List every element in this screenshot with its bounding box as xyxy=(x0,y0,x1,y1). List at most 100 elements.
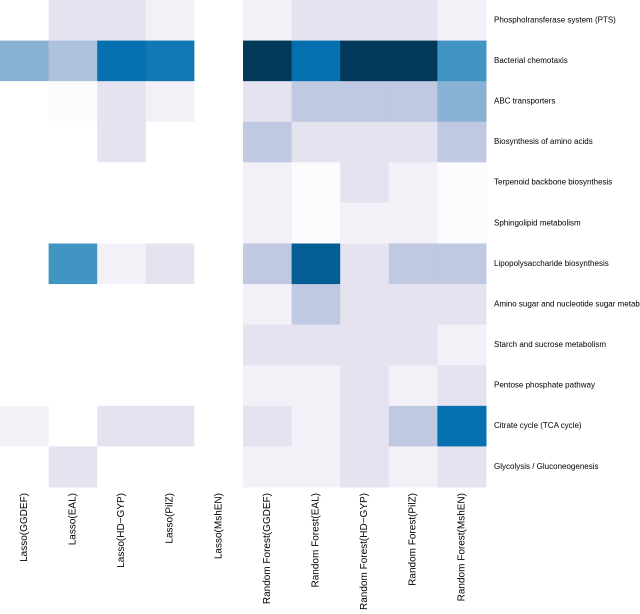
heatmap-cell xyxy=(48,81,98,123)
heatmap-cell xyxy=(0,324,50,366)
heatmap-cell xyxy=(291,365,341,407)
heatmap-cell xyxy=(388,446,438,488)
heatmap-cell xyxy=(243,324,293,366)
heatmap-cell xyxy=(48,243,98,285)
heatmap-cell xyxy=(388,121,438,163)
heatmap-cell xyxy=(340,162,390,204)
heatmap-cell xyxy=(243,121,293,163)
heatmap-cell xyxy=(145,40,195,82)
heatmap-cell xyxy=(340,81,390,123)
heatmap-cell xyxy=(48,162,98,204)
heatmap-cell xyxy=(437,446,487,488)
heatmap-cell xyxy=(0,365,50,407)
row-label: ABC transporters xyxy=(494,97,555,106)
heatmap-cell xyxy=(437,324,487,366)
heatmap-cell xyxy=(340,405,390,447)
heatmap-cell xyxy=(291,162,341,204)
heatmap-cell xyxy=(437,162,487,204)
heatmap-cell xyxy=(0,0,50,42)
heatmap-cell xyxy=(97,405,147,447)
heatmap-cell xyxy=(97,446,147,488)
heatmap-cell xyxy=(48,324,98,366)
heatmap-cell xyxy=(437,202,487,244)
heatmap-cell xyxy=(0,202,50,244)
heatmap-cell xyxy=(388,365,438,407)
heatmap-cell xyxy=(340,243,390,285)
heatmap-cell xyxy=(437,284,487,326)
column-label: Random Forest(PilZ) xyxy=(408,493,419,586)
heatmap-cell xyxy=(243,365,293,407)
heatmap-cell xyxy=(48,0,98,42)
heatmap-cell xyxy=(48,284,98,326)
row-label: Citrate cycle (TCA cycle) xyxy=(494,421,582,430)
column-label: Lasso(PilZ) xyxy=(165,493,176,544)
row-label: Glycolysis / Gluconeogenesis xyxy=(494,462,599,471)
row-label: Lipopolysaccharide biosynthesis xyxy=(494,259,609,268)
heatmap-cell xyxy=(291,202,341,244)
heatmap-cell xyxy=(243,446,293,488)
heatmap-cell xyxy=(0,243,50,285)
column-label: Random Forest(HD−GYP) xyxy=(359,493,370,610)
heatmap-cell xyxy=(145,162,195,204)
heatmap-cell xyxy=(145,202,195,244)
heatmap-cell xyxy=(97,162,147,204)
row-label: Biosynthesis of amino acids xyxy=(494,137,593,146)
heatmap-cell xyxy=(194,40,244,82)
heatmap-cell xyxy=(243,284,293,326)
heatmap-cell xyxy=(340,0,390,42)
heatmap-cell xyxy=(48,446,98,488)
heatmap-cell xyxy=(340,365,390,407)
heatmap-cell xyxy=(388,284,438,326)
heatmap-cell xyxy=(291,446,341,488)
heatmap-cell xyxy=(291,243,341,285)
heatmap-cell xyxy=(97,284,147,326)
column-label: Lasso(GGDEF) xyxy=(19,493,30,562)
heatmap-cell xyxy=(291,405,341,447)
heatmap-cell xyxy=(48,202,98,244)
heatmap-cell xyxy=(388,40,438,82)
heatmap-cell xyxy=(243,81,293,123)
heatmap-cell xyxy=(291,81,341,123)
heatmap-cell xyxy=(437,243,487,285)
heatmap-cell xyxy=(0,284,50,326)
column-label: Lasso(MshEN) xyxy=(213,493,224,559)
heatmap-cell xyxy=(194,243,244,285)
heatmap-cell xyxy=(0,81,50,123)
heatmap-cell xyxy=(194,81,244,123)
heatmap-cell xyxy=(437,0,487,42)
heatmap-cell xyxy=(291,284,341,326)
heatmap-cell xyxy=(243,162,293,204)
heatmap-cell xyxy=(194,202,244,244)
heatmap-cell xyxy=(145,284,195,326)
heatmap-cell xyxy=(0,121,50,163)
column-label: Random Forest(GGDEF) xyxy=(262,493,273,604)
heatmap-cell xyxy=(243,40,293,82)
heatmap-cell xyxy=(194,162,244,204)
heatmap-cell xyxy=(388,243,438,285)
heatmap-cell xyxy=(388,162,438,204)
heatmap-cell xyxy=(97,202,147,244)
heatmap-cell xyxy=(340,324,390,366)
row-label: Pentose phosphate pathway xyxy=(494,381,595,390)
heatmap-cell xyxy=(48,365,98,407)
column-label: Lasso(EAL) xyxy=(68,493,79,545)
heatmap-cell xyxy=(145,243,195,285)
heatmap-cell xyxy=(97,81,147,123)
heatmap-cell xyxy=(437,81,487,123)
heatmap-cell xyxy=(145,0,195,42)
heatmap-cell xyxy=(0,446,50,488)
heatmap-cell xyxy=(145,446,195,488)
heatmap-cell xyxy=(291,0,341,42)
row-label: Amino sugar and nucleotide sugar metabol xyxy=(494,299,640,308)
heatmap-cell xyxy=(388,81,438,123)
heatmap-cell xyxy=(340,40,390,82)
heatmap-cell xyxy=(97,324,147,366)
heatmap-cell xyxy=(194,284,244,326)
heatmap-cell xyxy=(48,40,98,82)
heatmap-cell xyxy=(48,121,98,163)
heatmap-cell xyxy=(340,202,390,244)
heatmap-cell xyxy=(388,202,438,244)
heatmap-cell xyxy=(97,243,147,285)
row-label: Starch and sucrose metabolism xyxy=(494,340,606,349)
